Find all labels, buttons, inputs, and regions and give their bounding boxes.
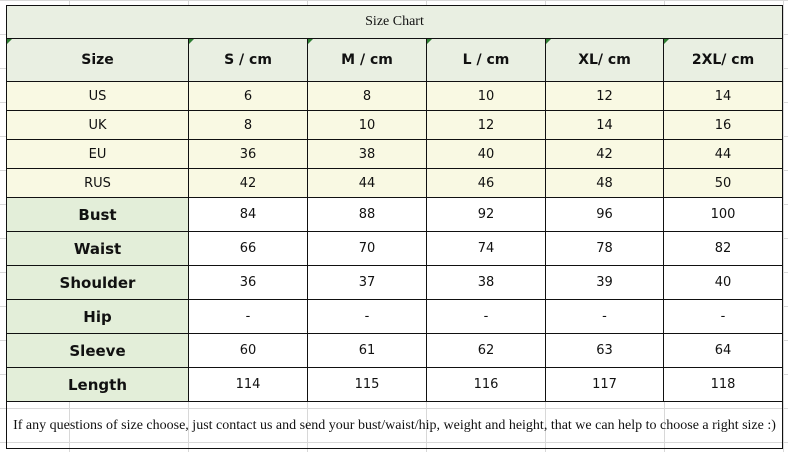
row-label: Waist xyxy=(6,231,189,266)
table-cell: 46 xyxy=(426,168,546,198)
table-cell: 100 xyxy=(663,197,783,232)
table-cell: 92 xyxy=(426,197,546,232)
row-label: US xyxy=(6,81,189,111)
header-row: Size S / cm M / cm L / cm XL/ cm 2XL/ cm xyxy=(6,38,783,82)
table-row: Length 114 115 116 117 118 xyxy=(6,367,783,402)
table-cell: 88 xyxy=(307,197,427,232)
column-header: XL/ cm xyxy=(545,38,664,82)
table-row: UK 8 10 12 14 16 xyxy=(6,110,783,140)
column-header: S / cm xyxy=(188,38,308,82)
table-cell: 118 xyxy=(663,367,783,402)
table-cell: 66 xyxy=(188,231,308,266)
table-cell: 40 xyxy=(426,139,546,169)
column-header: Size xyxy=(6,38,189,82)
row-label: EU xyxy=(6,139,189,169)
table-row: RUS 42 44 46 48 50 xyxy=(6,168,783,198)
table-cell: 116 xyxy=(426,367,546,402)
table-cell: 70 xyxy=(307,231,427,266)
row-label: Shoulder xyxy=(6,265,189,300)
size-chart-table: Size Chart Size S / cm M / cm L / cm XL/ cm 2… xyxy=(6,5,783,449)
row-label: UK xyxy=(6,110,189,140)
table-cell: 39 xyxy=(545,265,664,300)
table-cell: 50 xyxy=(663,168,783,198)
table-cell: 37 xyxy=(307,265,427,300)
table-cell: 48 xyxy=(545,168,664,198)
table-cell: 8 xyxy=(307,81,427,111)
table-cell: 10 xyxy=(426,81,546,111)
table-title: Size Chart xyxy=(6,5,783,39)
table-cell: 82 xyxy=(663,231,783,266)
table-cell: 40 xyxy=(663,265,783,300)
table-cell: 117 xyxy=(545,367,664,402)
table-row: Sleeve 60 61 62 63 64 xyxy=(6,333,783,368)
row-label: Bust xyxy=(6,197,189,232)
table-cell: 16 xyxy=(663,110,783,140)
column-header: 2XL/ cm xyxy=(663,38,783,82)
table-row: Shoulder 36 37 38 39 40 xyxy=(6,265,783,300)
row-label: Sleeve xyxy=(6,333,189,368)
table-cell: 10 xyxy=(307,110,427,140)
table-cell: 8 xyxy=(188,110,308,140)
table-cell: - xyxy=(663,299,783,334)
table-cell: 96 xyxy=(545,197,664,232)
table-cell: 115 xyxy=(307,367,427,402)
table-cell: 12 xyxy=(545,81,664,111)
size-note: If any questions of size choose, just co… xyxy=(6,401,783,449)
table-cell: 44 xyxy=(663,139,783,169)
table-cell: 12 xyxy=(426,110,546,140)
table-cell: - xyxy=(188,299,308,334)
table-cell: 44 xyxy=(307,168,427,198)
table-cell: 63 xyxy=(545,333,664,368)
table-cell: - xyxy=(426,299,546,334)
table-cell: 74 xyxy=(426,231,546,266)
column-header: L / cm xyxy=(426,38,546,82)
table-cell: 62 xyxy=(426,333,546,368)
table-cell: 6 xyxy=(188,81,308,111)
table-cell: 64 xyxy=(663,333,783,368)
table-cell: 60 xyxy=(188,333,308,368)
table-cell: - xyxy=(545,299,664,334)
table-row: US 6 8 10 12 14 xyxy=(6,81,783,111)
table-row: EU 36 38 40 42 44 xyxy=(6,139,783,169)
row-label: RUS xyxy=(6,168,189,198)
table-cell: 78 xyxy=(545,231,664,266)
note-row: If any questions of size choose, just co… xyxy=(6,401,783,449)
table-cell: 36 xyxy=(188,265,308,300)
table-row: Waist 66 70 74 78 82 xyxy=(6,231,783,266)
table-cell: 38 xyxy=(307,139,427,169)
table-cell: 14 xyxy=(663,81,783,111)
table-cell: 14 xyxy=(545,110,664,140)
table-row: Hip - - - - - xyxy=(6,299,783,334)
row-label: Hip xyxy=(6,299,189,334)
table-cell: 61 xyxy=(307,333,427,368)
table-cell: 84 xyxy=(188,197,308,232)
table-cell: 42 xyxy=(188,168,308,198)
table-cell: 38 xyxy=(426,265,546,300)
table-row: Bust 84 88 92 96 100 xyxy=(6,197,783,232)
column-header: M / cm xyxy=(307,38,427,82)
table-cell: - xyxy=(307,299,427,334)
table-cell: 42 xyxy=(545,139,664,169)
table-cell: 114 xyxy=(188,367,308,402)
table-cell: 36 xyxy=(188,139,308,169)
row-label: Length xyxy=(6,367,189,402)
